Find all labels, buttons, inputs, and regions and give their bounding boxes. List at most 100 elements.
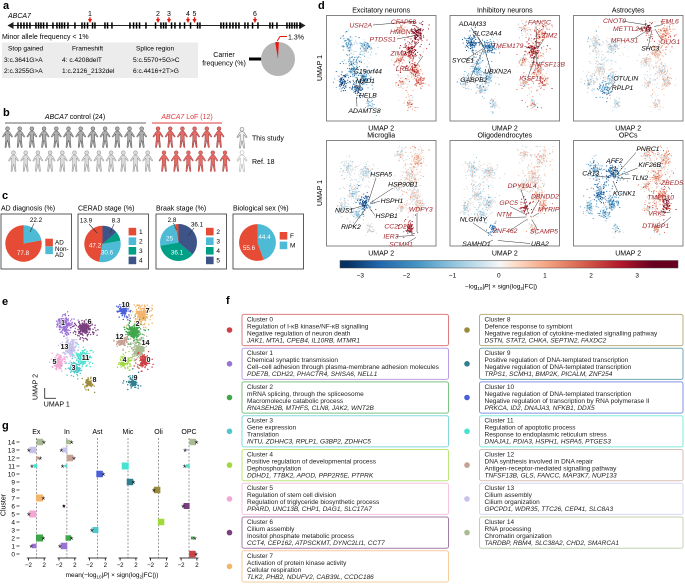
svg-text:*: * [70,439,74,450]
svg-text:HMGN5: HMGN5 [390,29,415,36]
svg-text:C19orf44: C19orf44 [354,69,382,76]
svg-text:AD diagnosis (%): AD diagnosis (%) [1,206,55,213]
svg-text:Frameshift: Frameshift [72,46,103,53]
svg-text:4: 4 [123,355,127,364]
svg-text:6: 6 [88,317,92,326]
svg-text:5: 5 [216,258,220,265]
svg-text:−2: −2 [178,562,186,569]
svg-text:Cluster 12: Cluster 12 [485,452,515,459]
svg-text:UMAP 1: UMAP 1 [317,180,324,206]
svg-text:Negative regulation of DNA-tem: Negative regulation of DNA-templated tra… [485,391,632,398]
svg-text:*: * [72,455,76,466]
svg-text:Biological sex (%): Biological sex (%) [233,206,289,213]
svg-text:Cluster 13: Cluster 13 [485,485,515,492]
svg-text:*: * [152,487,156,498]
svg-text:ABCA7 LoF (12): ABCA7 LoF (12) [160,114,212,121]
svg-text:8.3: 8.3 [112,218,121,225]
svg-text:Cilium assembly: Cilium assembly [247,526,295,533]
svg-text:UMAP 2: UMAP 2 [615,126,641,133]
svg-text:77.8: 77.8 [17,250,30,257]
svg-text:*: * [38,455,42,466]
svg-text:NLGN4Y: NLGN4Y [460,216,488,223]
svg-text:*: * [194,551,198,562]
svg-text:Ast: Ast [92,429,102,436]
svg-text:1: 1 [61,318,65,327]
svg-text:b: b [3,107,10,119]
svg-text:2: 2 [216,229,220,236]
svg-text:*: * [61,463,65,474]
svg-text:ZIM2: ZIM2 [390,51,407,58]
svg-text:UMAP 2: UMAP 2 [33,374,40,400]
svg-text:13: 13 [8,447,16,454]
svg-text:HSPB1: HSPB1 [376,213,399,220]
svg-text:14: 14 [8,439,16,446]
svg-text:GABPB2: GABPB2 [460,77,487,84]
svg-text:NTM: NTM [497,211,512,218]
svg-text:3: 3 [11,527,15,534]
svg-text:2: 2 [165,562,169,569]
svg-text:14: 14 [142,338,150,347]
svg-text:CFAP53: CFAP53 [391,19,416,26]
svg-text:0: 0 [11,551,15,558]
svg-text:Cilium organization: Cilium organization [485,499,541,506]
svg-text:9: 9 [11,479,15,486]
svg-text:Gene expression: Gene expression [247,425,297,432]
svg-text:Regulation of stem cell divisi: Regulation of stem cell division [247,492,337,499]
svg-text:Carrier: Carrier [213,52,235,59]
svg-text:Inositol phosphate metabolic p: Inositol phosphate metabolic process [247,533,355,540]
svg-text:PNRC1: PNRC1 [636,146,659,153]
svg-text:Chromatin organization: Chromatin organization [485,533,553,540]
svg-text:Mic: Mic [123,429,134,436]
svg-text:Negative regulation of transcr: Negative regulation of transcription by … [485,398,650,405]
svg-text:PRKCA, ID2, DNAJA3, NFKB1, DDX: PRKCA, ID2, DNAJA3, NFKB1, DDX5 [485,405,596,412]
svg-text:Splice region: Splice region [136,46,174,53]
svg-text:LRBA: LRBA [396,66,414,73]
svg-text:Regulation of triglyceride bio: Regulation of triglyceride biosynthetic … [247,499,380,506]
svg-text:JAK1, MTA1, CPEB4, IL10RB, MTM: JAK1, MTA1, CPEB4, IL10RB, MTMR1 [246,337,360,344]
svg-text:METTL24: METTL24 [613,26,643,33]
svg-text:Cell–cell adhesion through pla: Cell–cell adhesion through plasma-membra… [247,364,440,371]
svg-text:Cluster 2: Cluster 2 [247,384,273,391]
svg-text:DTNBP1: DTNBP1 [642,223,669,230]
svg-text:3:c.3641G>A: 3:c.3641G>A [4,57,43,64]
svg-text:1: 1 [139,229,143,236]
svg-text:1:c.2126_2132del: 1:c.2126_2132del [62,68,115,75]
svg-text:*: * [62,503,66,514]
svg-text:Macromolecule catabolic proces: Macromolecule catabolic process [247,398,344,405]
svg-text:13.9: 13.9 [80,218,93,225]
svg-text:25: 25 [166,236,174,243]
svg-text:4: c.4208delT: 4: c.4208delT [62,57,102,64]
svg-text:UMAP 1: UMAP 1 [44,402,70,409]
svg-text:Ex: Ex [32,429,41,436]
svg-text:*: * [193,535,197,546]
svg-text:2: 2 [43,562,47,569]
svg-text:M: M [290,243,295,250]
svg-text:11: 11 [82,353,90,362]
svg-text:*: * [42,495,46,506]
svg-text:e: e [2,296,8,308]
svg-text:22.2: 22.2 [30,217,43,224]
svg-text:*: * [30,463,34,474]
svg-text:SAMHD1: SAMHD1 [462,241,491,248]
svg-text:mean(−log10|P| × sign(log2|FC|: mean(−log10|P| × sign(log2|FC|)) [66,572,159,580]
svg-text:CA13: CA13 [582,171,599,178]
svg-text:RNASEH2B, MTHFS, CLN8, JAK2, W: RNASEH2B, MTHFS, CLN8, JAK2, WNT2B [247,405,374,412]
svg-text:13: 13 [61,342,69,351]
svg-text:*: * [60,447,64,458]
svg-text:11: 11 [8,463,15,470]
svg-text:INTU, ZDHHC3, RPLP1, G3BP2, ZD: INTU, ZDHHC3, RPLP1, G3BP2, ZDHHC5 [247,439,371,446]
svg-text:9: 9 [134,373,138,382]
svg-text:8: 8 [93,375,97,384]
svg-text:*: * [90,527,94,538]
svg-text:30.6: 30.6 [101,250,114,257]
svg-text:Cluster 11: Cluster 11 [485,418,515,425]
svg-text:RPLP1: RPLP1 [612,85,634,92]
svg-text:ZBED5: ZBED5 [660,180,683,187]
svg-text:VRK2: VRK2 [648,211,666,218]
svg-text:5:c.5570+5G>C: 5:c.5570+5G>C [133,57,180,64]
svg-text:TMEM179: TMEM179 [492,43,524,50]
svg-text:UMAP 2: UMAP 2 [615,251,641,258]
svg-text:NUS1: NUS1 [335,207,353,214]
svg-text:6:c.4416+2T>G: 6:c.4416+2T>G [133,68,179,75]
svg-text:UMAP 2: UMAP 2 [368,251,394,258]
